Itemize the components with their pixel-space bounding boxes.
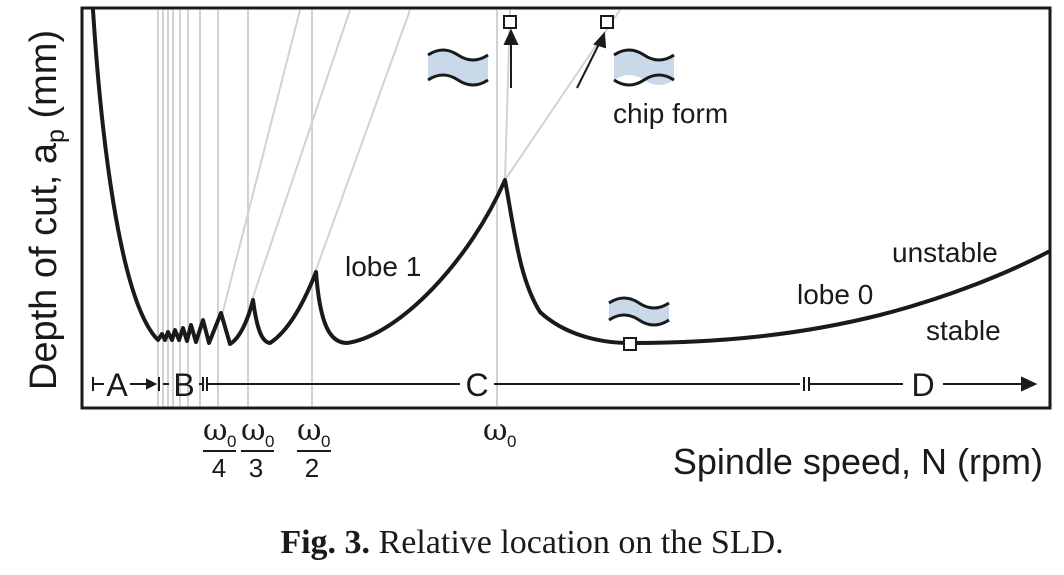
frequency-marker-half: ω 0 2 [297, 413, 331, 483]
plot-frame [80, 6, 1052, 410]
arrows [503, 28, 607, 89]
x-axis-label: Spindle speed, N (rpm) [673, 441, 1043, 482]
marker-lobe1-peak [503, 15, 517, 29]
frequency-marker-third-denominator: 3 [249, 453, 263, 483]
frequency-marker-third-symbol: ω [241, 413, 265, 448]
frequency-marker-half-subscript: 0 [321, 432, 330, 451]
chip-form-icon-right [613, 48, 675, 87]
marker-lobe0-minimum [623, 337, 637, 351]
chip-form-label: chip form [613, 98, 728, 129]
frequency-marker-natural-symbol: ω [483, 413, 507, 448]
marker-upper-right [600, 15, 614, 29]
region-label-a: A [106, 367, 128, 403]
figure-caption: Fig. 3. Relative location on the SLD. [0, 524, 1064, 562]
frequency-marker-half-symbol: ω [297, 413, 321, 448]
frequency-marker-quarter: ω 0 4 [203, 413, 236, 483]
region-label-c: C [465, 367, 488, 403]
y-axis-label-unit: (mm) [23, 30, 65, 129]
region-bar [92, 376, 1038, 392]
frequency-marker-half-denominator: 2 [305, 453, 319, 483]
frequency-marker-quarter-symbol: ω [203, 413, 227, 448]
frequency-marker-third-subscript: 0 [265, 432, 274, 451]
stability-curve [91, 8, 1050, 346]
frequency-marker-quarter-denominator: 4 [212, 453, 226, 483]
stable-label: stable [926, 315, 1001, 346]
y-axis-label-main: Depth of cut, a [23, 142, 65, 390]
caption-label: Fig. 3. [280, 524, 371, 561]
y-axis-label: Depth of cut, ap (mm) [23, 30, 70, 390]
guide-lines [157, 9, 621, 406]
frequency-marker-third: ω 0 3 [241, 413, 274, 483]
lobe0-label: lobe 0 [797, 279, 873, 310]
frequency-marker-natural: ω 0 [483, 413, 516, 451]
chip-form-icon-lobe0 [608, 296, 670, 327]
y-axis-label-subscript: p [42, 129, 70, 143]
frequency-marker-quarter-subscript: 0 [227, 432, 236, 451]
lobe1-label: lobe 1 [345, 251, 421, 282]
caption-text: Relative location on the SLD. [370, 524, 784, 561]
region-label-b: B [173, 367, 194, 403]
chip-form-icon-left [427, 48, 489, 87]
unstable-label: unstable [892, 237, 998, 268]
point-markers [503, 15, 637, 351]
region-label-d: D [911, 367, 934, 403]
frequency-marker-natural-subscript: 0 [507, 432, 516, 451]
